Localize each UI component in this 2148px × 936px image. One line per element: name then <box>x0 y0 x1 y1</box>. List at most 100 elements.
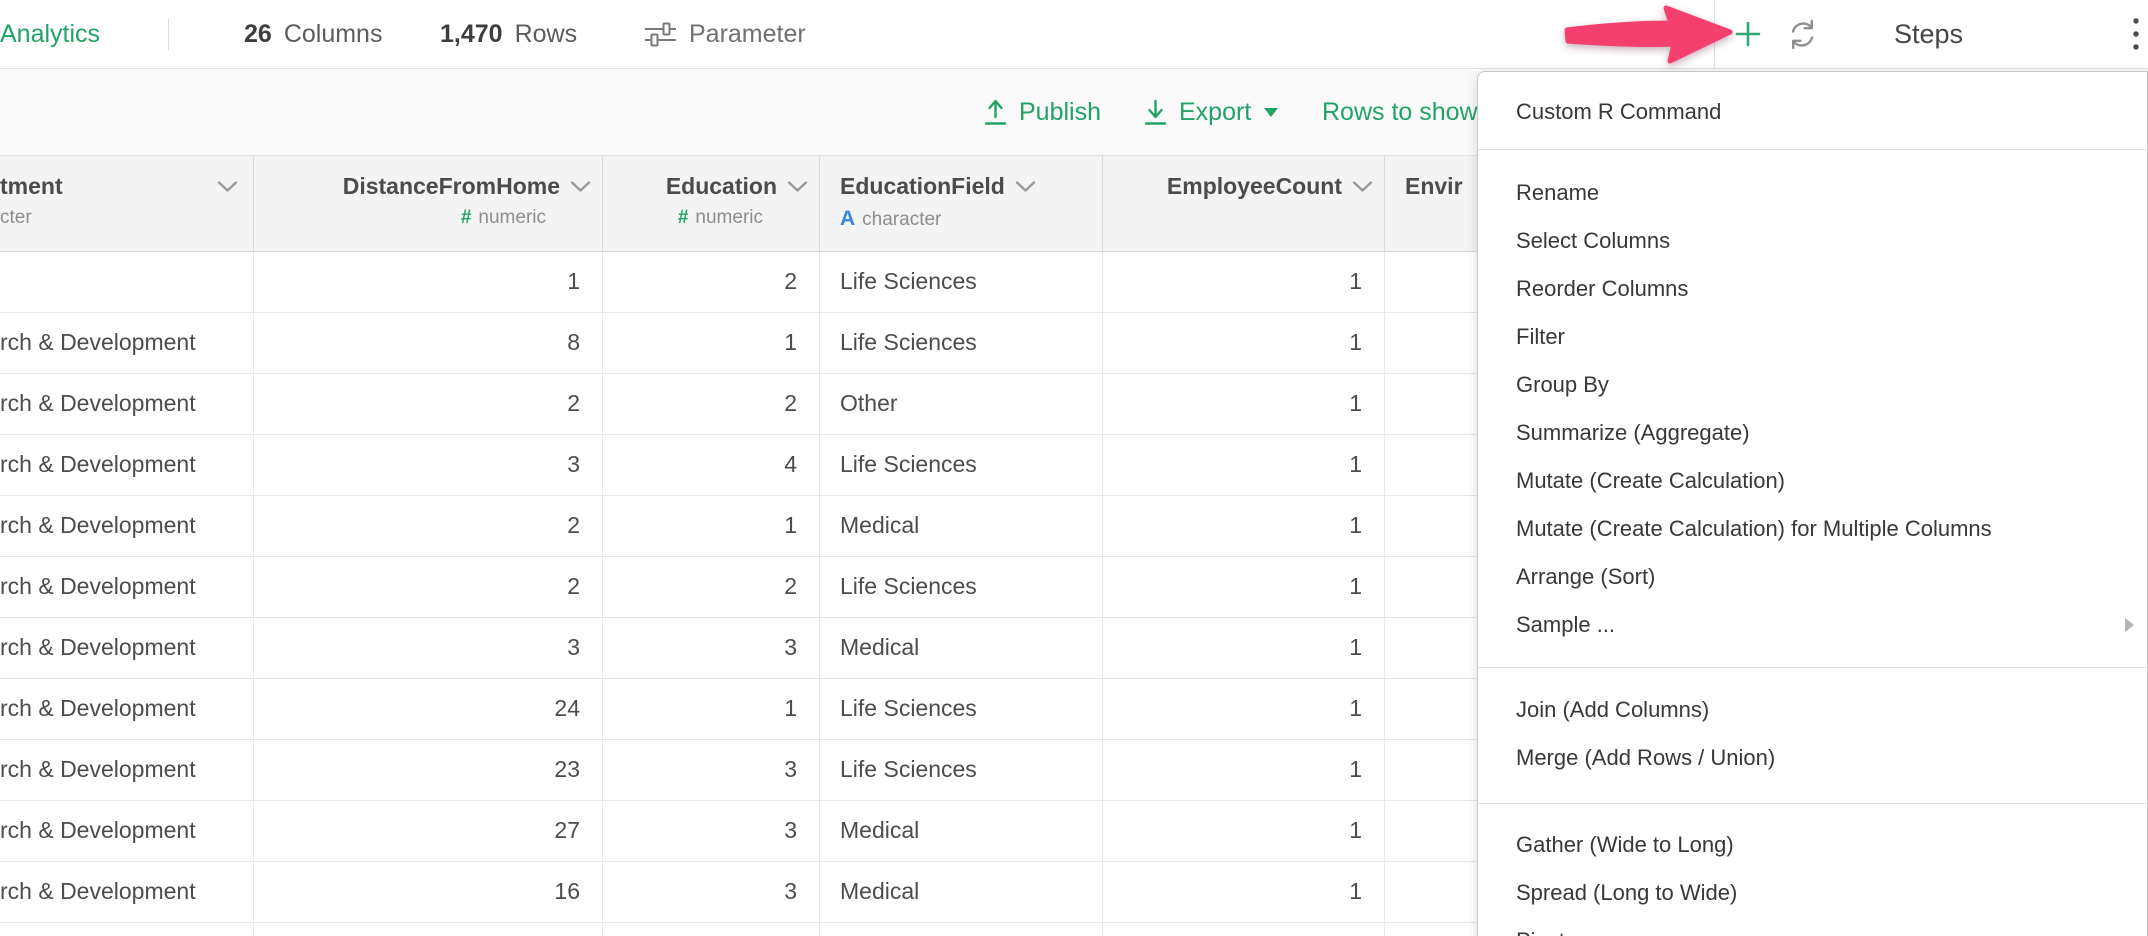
tab-analytics[interactable]: Analytics <box>0 0 100 68</box>
chevron-down-icon <box>1264 107 1279 117</box>
columns-count-label: Columns <box>283 19 383 48</box>
cell-educationfield: Life Sciences <box>820 679 1103 739</box>
cell-distance: 27 <box>254 801 603 861</box>
cell-distance: 8 <box>254 313 603 373</box>
rows-count-value: 1,470 <box>440 19 503 48</box>
menu-item-pivot[interactable]: Pivot <box>1478 917 2147 936</box>
chevron-down-icon <box>569 180 592 193</box>
menu-item-label: Custom R Command <box>1516 99 1722 124</box>
cell-educationfield: Medical <box>820 862 1103 922</box>
menu-item-label: Mutate (Create Calculation) for Multiple… <box>1516 516 1992 541</box>
column-type-label: numeric <box>695 207 763 228</box>
column-type-label: character <box>862 209 942 230</box>
upload-icon <box>983 98 1008 126</box>
cell-education: 4 <box>603 435 820 495</box>
menu-item-group-by[interactable]: Group By <box>1478 361 2147 409</box>
chevron-down-icon <box>216 180 239 193</box>
cell-department: rch & Development <box>0 374 254 434</box>
column-title: tment <box>0 173 63 199</box>
column-header-education[interactable]: Education # numeric <box>603 156 820 251</box>
cell-department: rch & Development <box>0 313 254 373</box>
cell-educationfield: Life Sciences <box>820 740 1103 800</box>
menu-item-spread[interactable]: Spread (Long to Wide) <box>1478 869 2147 917</box>
sliders-icon <box>644 21 677 48</box>
cell-educationfield: Other <box>820 374 1103 434</box>
cell-employeecount: 1 <box>1103 801 1385 861</box>
cell-department: rch & Development <box>0 923 254 936</box>
menu-item-sample[interactable]: Sample ... <box>1478 601 2147 649</box>
menu-item-arrange-sort[interactable]: Arrange (Sort) <box>1478 553 2147 601</box>
export-button[interactable]: Export <box>1143 69 1279 155</box>
menu-item-join[interactable]: Join (Add Columns) <box>1478 686 2147 734</box>
chevron-down-icon <box>786 180 809 193</box>
menu-item-label: Filter <box>1516 324 1565 349</box>
menu-item-label: Gather (Wide to Long) <box>1516 832 1734 857</box>
add-step-button[interactable] <box>1734 0 1762 68</box>
numeric-type-icon: # <box>460 207 472 228</box>
column-title: Education <box>665 173 777 199</box>
menu-item-mutate-multiple-columns[interactable]: Mutate (Create Calculation) for Multiple… <box>1478 505 2147 553</box>
menu-item-gather[interactable]: Gather (Wide to Long) <box>1478 821 2147 869</box>
cell-department <box>0 252 254 312</box>
menu-item-label: Summarize (Aggregate) <box>1516 420 1750 445</box>
steps-menu-button[interactable] <box>2132 0 2140 68</box>
refresh-button[interactable] <box>1786 0 1819 68</box>
cell-educationfield: Life Sciences <box>820 313 1103 373</box>
menu-group: Join (Add Columns) Merge (Add Rows / Uni… <box>1478 668 2147 804</box>
column-header-educationfield[interactable]: EducationField A character <box>820 156 1103 251</box>
menu-item-rename[interactable]: Rename <box>1478 169 2147 217</box>
cell-education: 2 <box>603 252 820 312</box>
cell-education: 1 <box>603 313 820 373</box>
cell-distance: 2 <box>254 496 603 556</box>
cell-department: rch & Development <box>0 862 254 922</box>
column-title: EducationField <box>840 173 1005 199</box>
cell-employeecount: 1 <box>1103 862 1385 922</box>
export-label: Export <box>1179 97 1252 126</box>
cell-educationfield: Medical <box>820 801 1103 861</box>
cell-distance: 16 <box>254 862 603 922</box>
cell-educationfield: Life Sciences <box>820 435 1103 495</box>
column-header-environment[interactable]: Envir <box>1385 156 2148 251</box>
columns-count-value: 26 <box>244 19 272 48</box>
column-header-distancefromhome[interactable]: DistanceFromHome # numeric <box>254 156 603 251</box>
cell-educationfield: Medical <box>820 618 1103 678</box>
column-header-department[interactable]: tment cter <box>0 156 254 251</box>
topbar-divider <box>168 18 169 50</box>
add-step-menu: Custom R Command Rename Select Columns R… <box>1477 71 2148 936</box>
menu-item-summarize[interactable]: Summarize (Aggregate) <box>1478 409 2147 457</box>
menu-item-label: Reorder Columns <box>1516 276 1689 301</box>
column-title: Envir <box>1405 173 1463 199</box>
steps-title-label: Steps <box>1894 18 1964 49</box>
cell-distance: 2 <box>254 557 603 617</box>
menu-item-label: Mutate (Create Calculation) <box>1516 468 1786 493</box>
cell-education: 3 <box>603 801 820 861</box>
column-title: EmployeeCount <box>1166 173 1342 199</box>
menu-item-reorder-columns[interactable]: Reorder Columns <box>1478 265 2147 313</box>
menu-group: Custom R Command <box>1478 72 2147 150</box>
cell-employeecount: 1 <box>1103 313 1385 373</box>
cell-department: rch & Development <box>0 801 254 861</box>
cell-distance: 1 <box>254 252 603 312</box>
cell-employeecount: 1 <box>1103 496 1385 556</box>
menu-item-label: Join (Add Columns) <box>1516 697 1710 722</box>
menu-item-label: Spread (Long to Wide) <box>1516 880 1738 905</box>
menu-item-select-columns[interactable]: Select Columns <box>1478 217 2147 265</box>
cell-distance: 3 <box>254 435 603 495</box>
cell-education: 1 <box>603 679 820 739</box>
rows-count-label: Rows <box>514 19 578 48</box>
analytics-label: Analytics <box>0 19 101 48</box>
menu-item-label: Pivot <box>1516 928 1565 936</box>
menu-item-custom-r-command[interactable]: Custom R Command <box>1478 88 2147 136</box>
menu-item-filter[interactable]: Filter <box>1478 313 2147 361</box>
cell-educationfield: Life Sciences <box>820 923 1103 936</box>
cell-department: rch & Development <box>0 496 254 556</box>
cell-employeecount: 1 <box>1103 252 1385 312</box>
parameter-button[interactable]: Parameter <box>644 0 806 68</box>
menu-item-merge[interactable]: Merge (Add Rows / Union) <box>1478 734 2147 782</box>
publish-button[interactable]: Publish <box>983 69 1101 155</box>
cell-education: 2 <box>603 374 820 434</box>
column-header-employeecount[interactable]: EmployeeCount <box>1103 156 1385 251</box>
menu-item-mutate[interactable]: Mutate (Create Calculation) <box>1478 457 2147 505</box>
rows-to-show-control[interactable]: Rows to show <box>1322 69 1478 155</box>
